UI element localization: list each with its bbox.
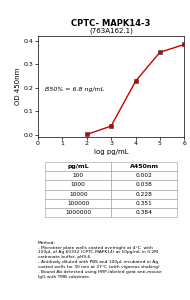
Point bbox=[183, 42, 186, 47]
Text: (763A162.1): (763A162.1) bbox=[89, 27, 133, 34]
X-axis label: log pg/mL: log pg/mL bbox=[94, 149, 128, 155]
Point bbox=[110, 124, 113, 128]
Text: CPTC- MAPK14-3: CPTC- MAPK14-3 bbox=[71, 20, 151, 28]
Point bbox=[85, 132, 88, 137]
Text: Method:
- Microtiter plate wells coated overnight at 4°C  with
100μL of Ag 60332: Method: - Microtiter plate wells coated … bbox=[38, 241, 162, 279]
Text: B50% = 6.8 ng/mL: B50% = 6.8 ng/mL bbox=[45, 87, 104, 92]
Point bbox=[158, 50, 161, 55]
Point bbox=[134, 79, 137, 84]
Y-axis label: OD 450nm: OD 450nm bbox=[15, 68, 21, 105]
